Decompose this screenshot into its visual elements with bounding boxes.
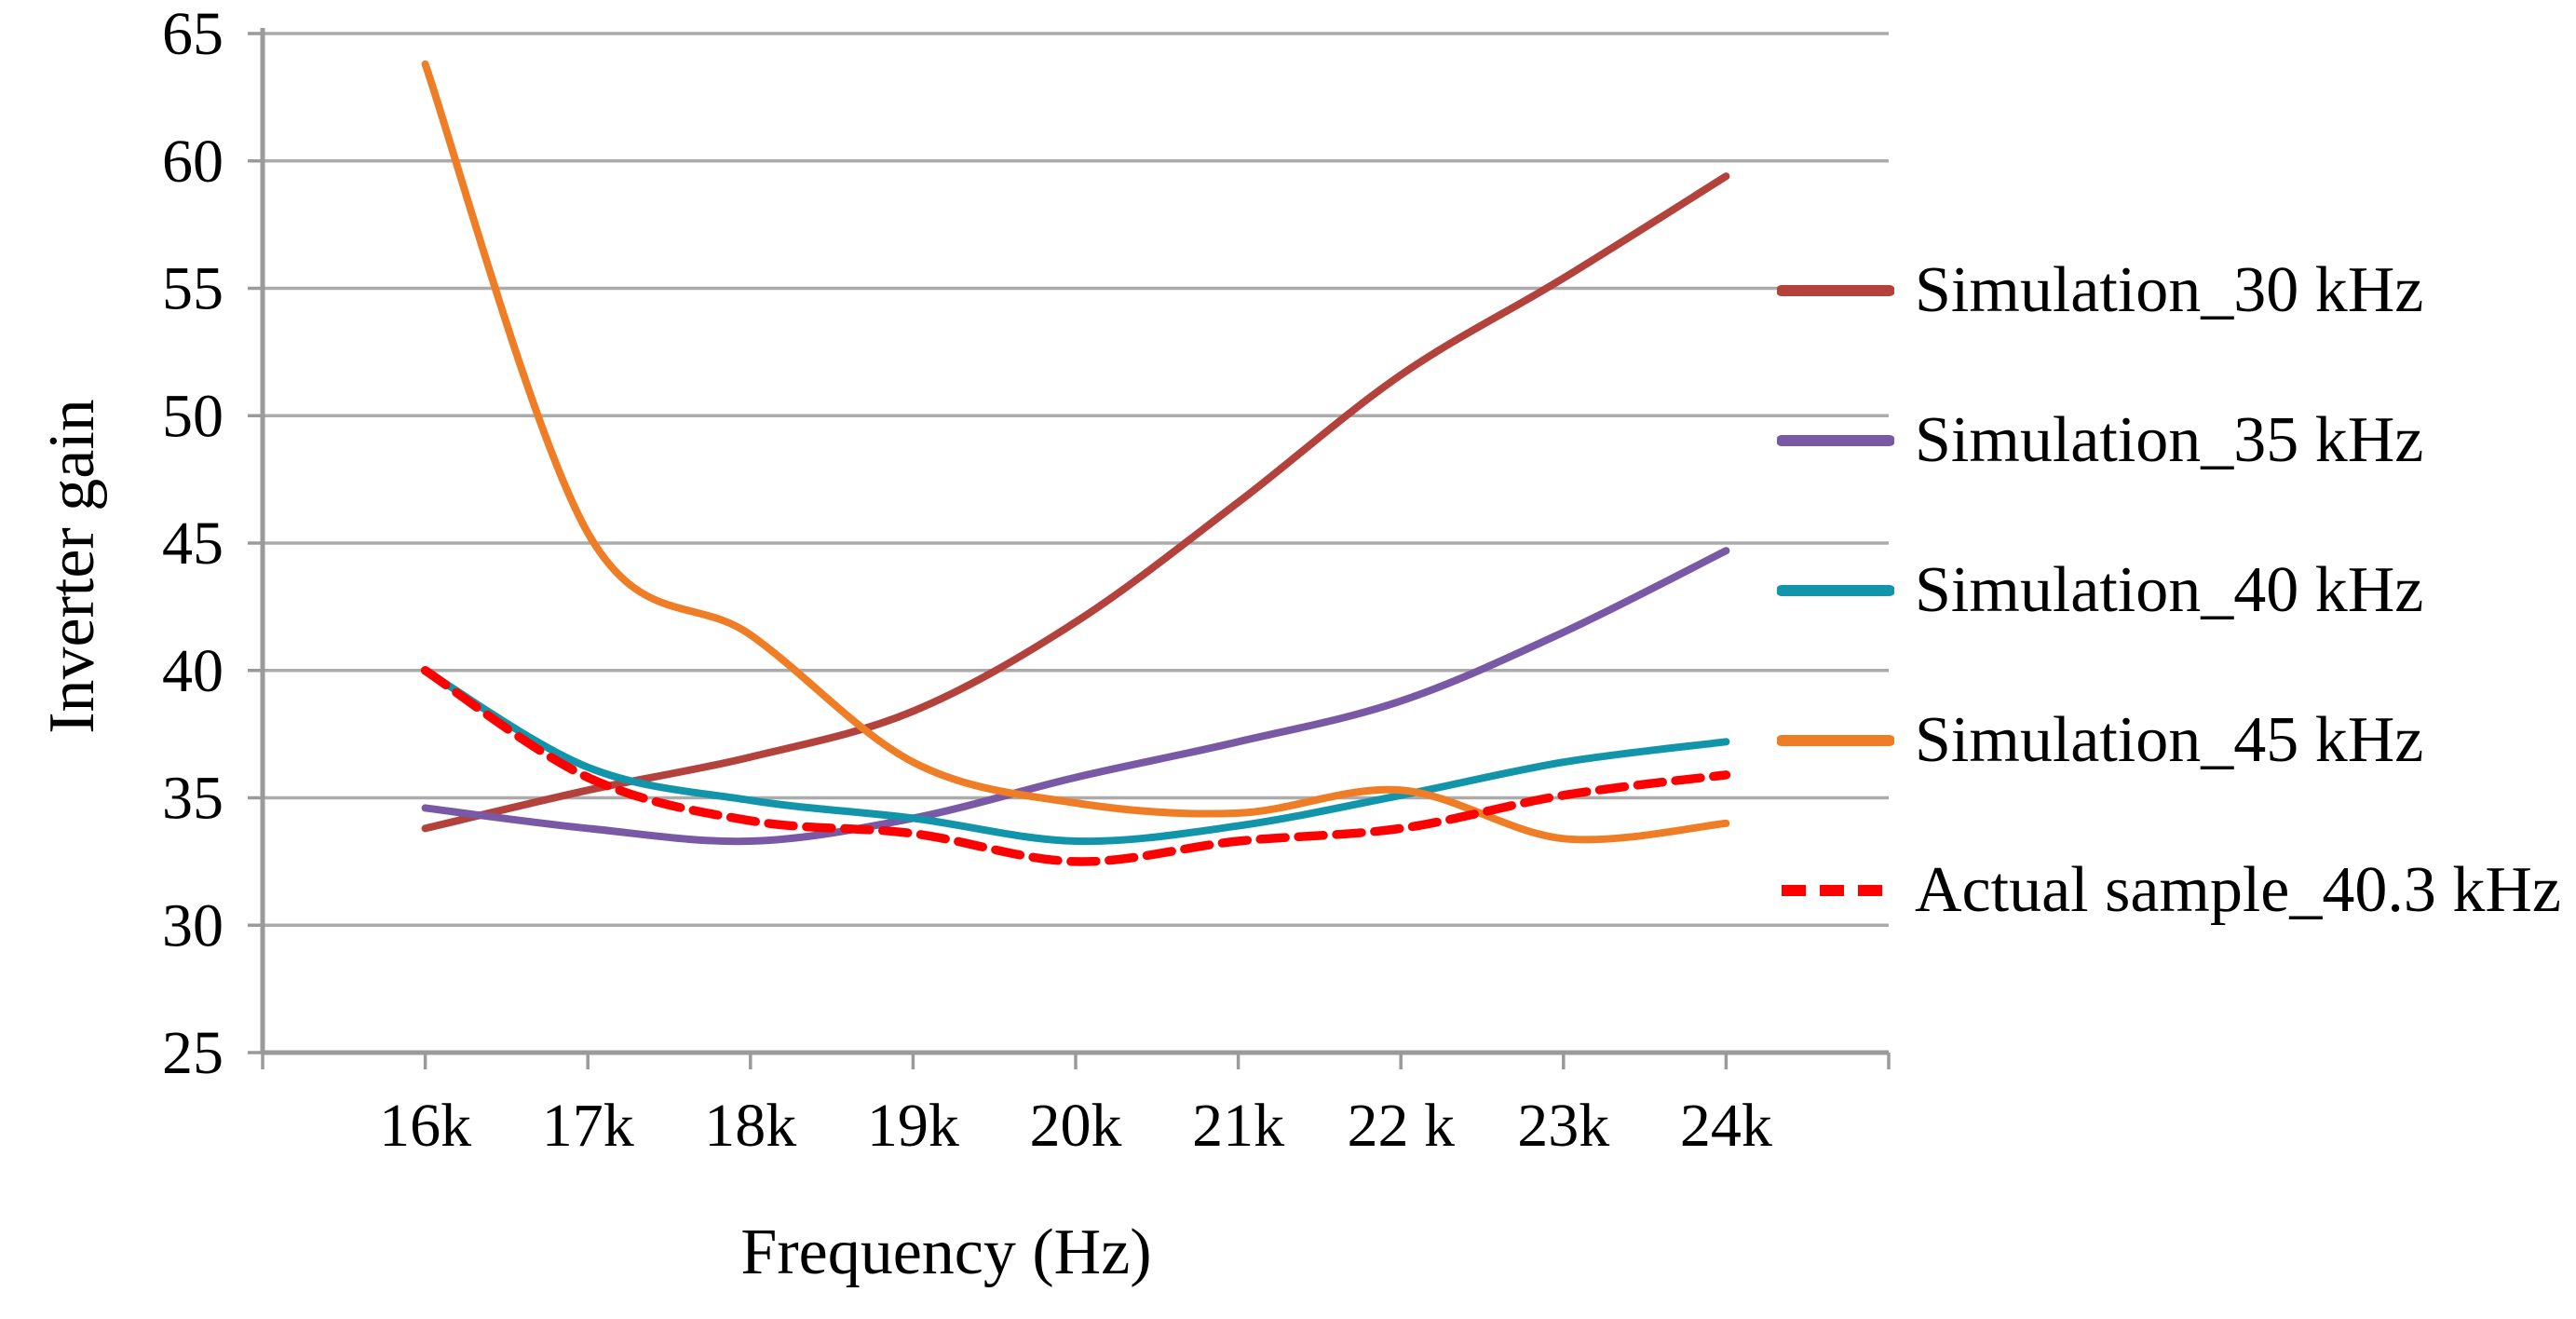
y-tick-label: 45	[162, 510, 224, 578]
y-tick-label: 35	[162, 765, 224, 833]
x-tick-label: 22 k	[1347, 1092, 1455, 1160]
y-tick-label: 65	[162, 0, 224, 68]
x-tick-label: 24k	[1680, 1092, 1772, 1160]
x-tick-label: 16k	[379, 1092, 471, 1160]
y-tick-label: 55	[162, 255, 224, 323]
x-tick-label: 21k	[1192, 1092, 1284, 1160]
series-line-simulation-45-khz	[421, 60, 1730, 844]
y-axis-title: Inverter gain	[36, 399, 108, 734]
x-tick-label: 17k	[542, 1092, 634, 1160]
x-axis-title: Frequency (Hz)	[740, 1217, 1152, 1288]
x-tick-label: 20k	[1030, 1092, 1122, 1160]
y-tick-label: 30	[162, 891, 224, 959]
x-tick-label: 18k	[704, 1092, 796, 1160]
y-tick-label: 25	[162, 1019, 224, 1087]
series-line-simulation-35-khz	[421, 547, 1730, 846]
x-tick-label: 23k	[1517, 1092, 1609, 1160]
x-tick-label: 19k	[867, 1092, 959, 1160]
y-tick-label: 40	[162, 637, 224, 705]
series-line-simulation-30-khz	[421, 172, 1730, 833]
y-tick-label: 60	[162, 128, 224, 196]
series-line-actual-sample-40-3-khz	[420, 666, 1731, 866]
series-line-simulation-40-khz	[421, 666, 1730, 846]
y-tick-label: 50	[162, 382, 224, 450]
